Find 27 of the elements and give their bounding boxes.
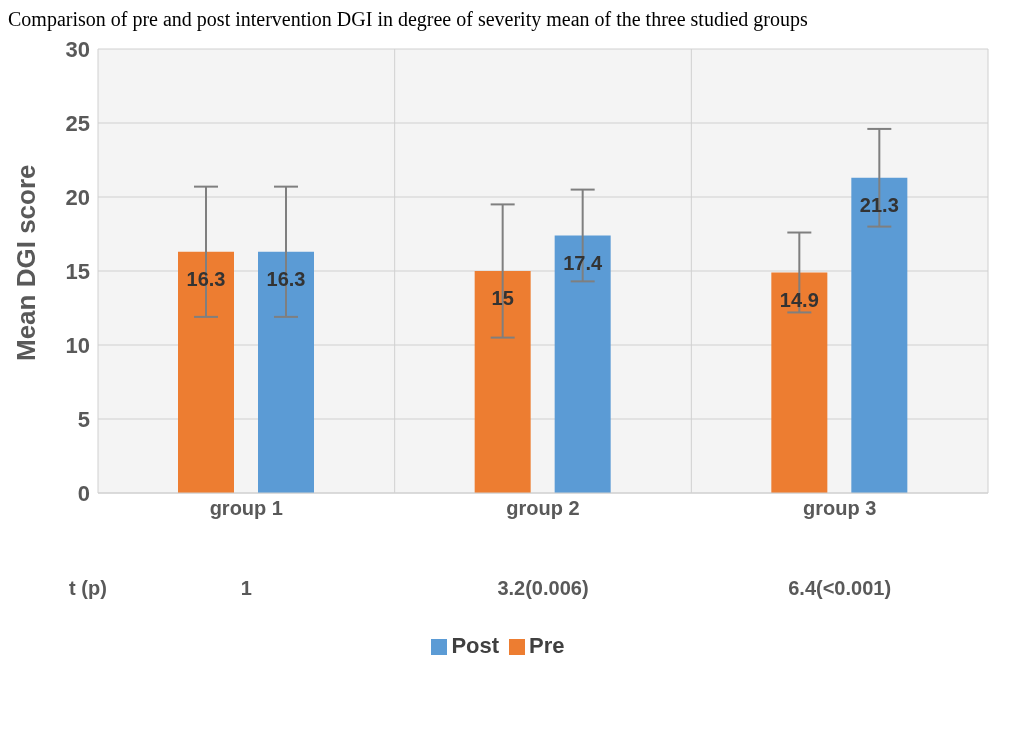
x-tick-label: group 3 [802,497,877,520]
text: 6.4(<0.001) [787,577,893,600]
chart-title: Comparison of pre and post intervention DGI in degree of severity mean of the three studied groups [8,8,809,31]
y-tick-label: 0 [77,480,90,506]
y-tick-label: 20 [65,184,90,210]
bar [178,251,234,493]
legend-label: Pre [529,633,565,658]
bar [474,271,531,493]
legend-label: Post [451,633,500,658]
y-tick-label: 15 [65,258,90,284]
bar [851,177,908,493]
y-tick-label: 25 [65,110,90,136]
x-tick-label: group 2 [506,497,580,520]
data-label: 21.3 [859,193,899,216]
y-tick-label: 10 [65,332,90,358]
text: 1 [239,577,253,600]
y-tick-label: 30 [65,36,90,62]
text: t (p) [68,577,108,600]
bar [554,235,611,493]
bar [771,272,828,493]
bar [258,251,314,493]
data-label: 17.4 [563,251,603,274]
y-axis-title: Mean DGI score [11,164,42,361]
x-tick-label: group 1 [209,497,284,520]
y-tick-label: 5 [77,406,90,432]
text: 3.2(0.006) [496,577,590,600]
data-label: 16.3 [266,267,306,290]
